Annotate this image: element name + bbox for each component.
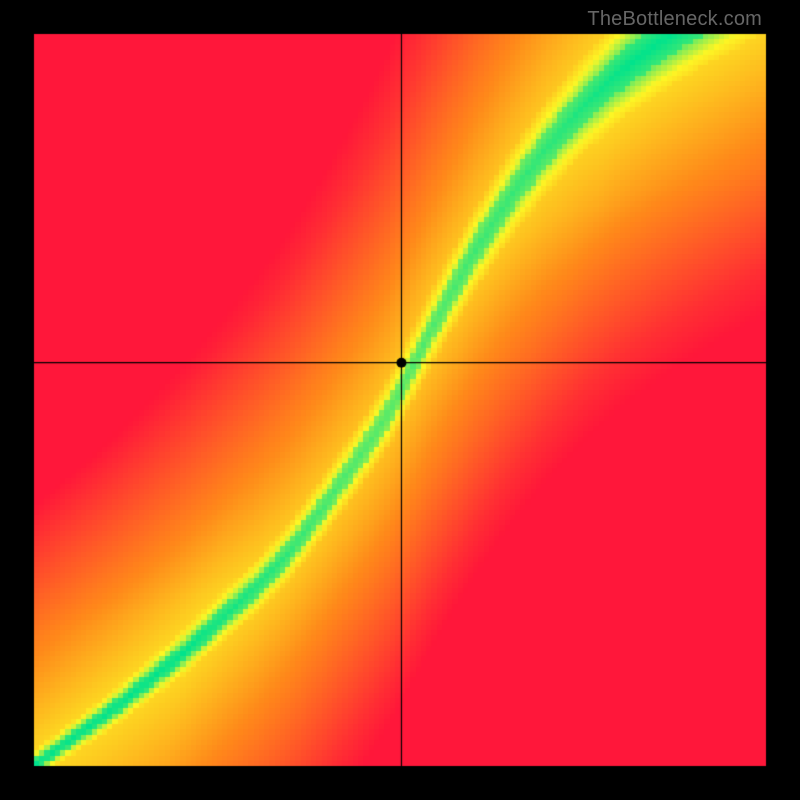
watermark-text: TheBottleneck.com — [587, 8, 762, 31]
chart-container: TheBottleneck.com — [0, 0, 800, 800]
heatmap-canvas — [0, 0, 800, 800]
